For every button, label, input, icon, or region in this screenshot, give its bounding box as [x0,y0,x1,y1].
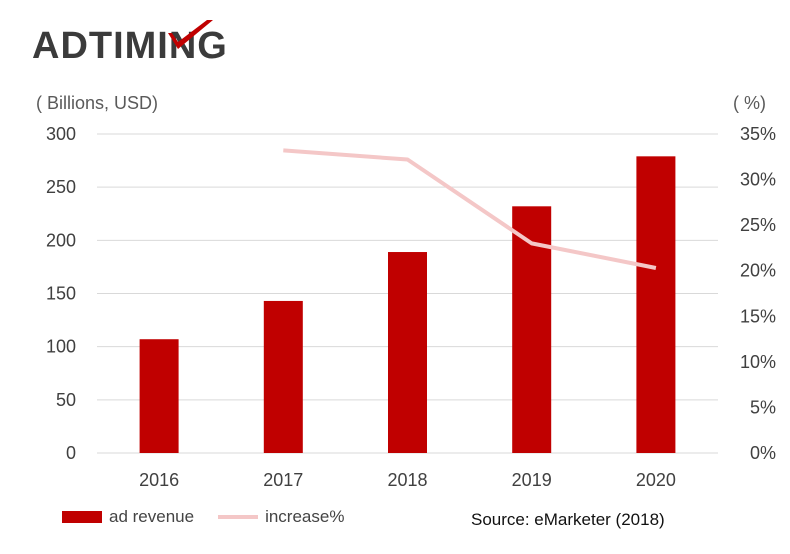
right-tick-label: 10% [740,352,776,372]
legend-label-ad-revenue: ad revenue [109,507,195,526]
left-axis-labels: 0 50 100 150 200 250 300 [46,124,76,463]
right-tick-label: 15% [740,306,776,326]
right-axis-unit-label: ( %) [733,93,766,113]
right-tick-label: 25% [740,215,776,235]
left-tick-label: 0 [66,443,76,463]
legend-item-increase: increase% [218,507,344,527]
legend-swatch-bar [62,511,102,523]
right-tick-label: 30% [740,170,776,190]
right-tick-label: 35% [740,124,776,144]
source-note: Source: eMarketer (2018) [471,510,665,529]
legend-swatch-line [218,515,259,519]
right-axis-labels: 0% 5% 10% 15% 20% 25% 30% 35% [740,124,776,463]
x-tick-label: 2016 [139,470,179,490]
left-tick-label: 250 [46,177,76,197]
legend-label-increase: increase% [265,507,345,526]
left-axis-unit-label: ( Billions, USD) [36,93,158,113]
left-tick-label: 150 [46,284,76,304]
left-tick-label: 50 [56,390,76,410]
x-tick-label: 2018 [387,470,427,490]
logo-check-mark [168,20,213,49]
right-tick-label: 20% [740,261,776,281]
left-tick-label: 300 [46,124,76,144]
bar-2020 [636,156,676,453]
ad-revenue-bars [139,156,676,453]
bar-2018 [388,252,427,453]
x-axis-labels: 2016 2017 2018 2019 2020 [139,470,676,490]
increase-line [283,148,657,270]
x-tick-label: 2019 [512,470,552,490]
adtiming-logo: ADTIMING [32,20,227,66]
right-tick-label: 5% [750,397,776,417]
chart-legend: ad revenue increase% [62,505,368,529]
left-tick-label: 100 [46,337,76,357]
right-tick-label: 0% [750,443,776,463]
legend-item-ad-revenue: ad revenue [62,507,194,527]
bar-2017 [263,300,303,453]
x-tick-label: 2020 [636,470,676,490]
bar-2016 [139,339,179,453]
left-tick-label: 200 [46,230,76,250]
increase-series-line [283,148,657,270]
x-tick-label: 2017 [263,470,303,490]
